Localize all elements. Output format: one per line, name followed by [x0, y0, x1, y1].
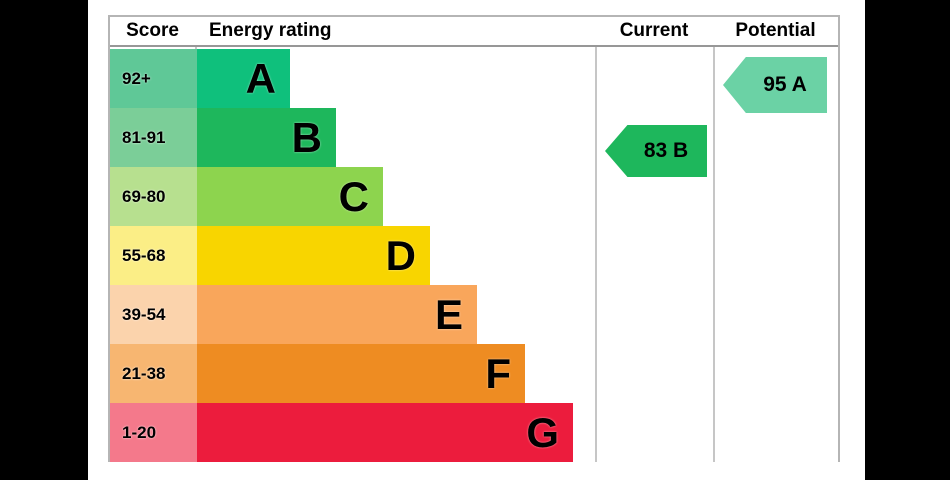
rating-bar-e: E: [197, 285, 477, 344]
rating-bar-f: F: [197, 344, 525, 403]
header-potential: Potential: [735, 20, 816, 41]
rating-letter: D: [385, 231, 416, 279]
score-range-label: 55-68: [110, 226, 197, 285]
rating-bar-b: B: [197, 108, 336, 167]
left-black-bar: [0, 0, 88, 480]
rating-letter: C: [338, 172, 369, 220]
potential-column-divider: [713, 17, 715, 462]
table-header: Score Energy rating Current Potential: [110, 17, 838, 47]
band-row-e: 39-54 E: [110, 285, 838, 344]
score-range-label: 92+: [110, 49, 197, 108]
rating-bar-c: C: [197, 167, 383, 226]
rating-letter: F: [485, 349, 511, 397]
rating-table: Score Energy rating Current Potential 92…: [108, 15, 840, 462]
header-current: Current: [619, 20, 689, 41]
epc-rating-chart: Score Energy rating Current Potential 92…: [88, 0, 865, 480]
band-row-a: 92+ A: [110, 49, 838, 108]
potential-rating-arrow: 95 A: [723, 57, 827, 113]
band-row-f: 21-38 F: [110, 344, 838, 403]
current-rating-label: 83 B: [643, 139, 689, 162]
score-range-label: 81-91: [110, 108, 197, 167]
score-range-label: 69-80: [110, 167, 197, 226]
rating-letter: A: [245, 54, 276, 102]
rating-letter: E: [434, 290, 463, 338]
header-score: Score: [126, 20, 179, 41]
right-black-bar: [865, 0, 950, 480]
rating-letter: B: [291, 113, 322, 161]
band-row-b: 81-91 B: [110, 108, 838, 167]
rating-bar-g: G: [197, 403, 573, 462]
band-row-d: 55-68 D: [110, 226, 838, 285]
score-range-label: 1-20: [110, 403, 197, 462]
rating-bar-d: D: [197, 226, 430, 285]
current-column-divider: [595, 17, 597, 462]
score-range-label: 39-54: [110, 285, 197, 344]
band-rows: 92+ A 81-91 B 69-80 C 55-68 D 39-54 E: [110, 49, 838, 462]
current-rating-arrow: 83 B: [605, 125, 707, 177]
header-energy-rating: Energy rating: [209, 20, 332, 41]
potential-rating-label: 95 A: [763, 73, 807, 96]
band-row-c: 69-80 C: [110, 167, 838, 226]
band-row-g: 1-20 G: [110, 403, 838, 462]
rating-bar-a: A: [197, 49, 290, 108]
score-range-label: 21-38: [110, 344, 197, 403]
rating-letter: G: [526, 408, 559, 456]
